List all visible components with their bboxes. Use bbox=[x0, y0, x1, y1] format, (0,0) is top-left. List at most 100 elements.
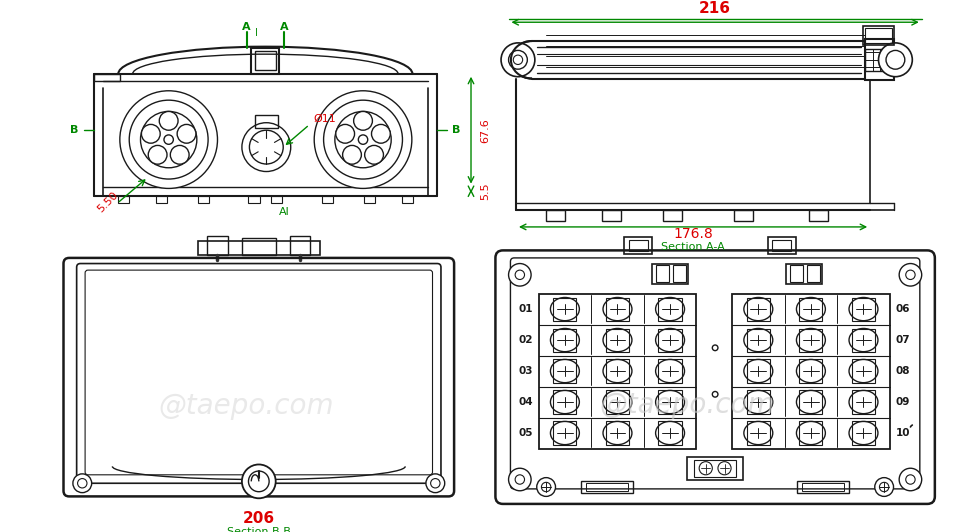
Bar bbox=[539, 294, 697, 448]
Circle shape bbox=[899, 263, 921, 286]
Circle shape bbox=[160, 111, 178, 130]
Circle shape bbox=[426, 474, 445, 493]
Bar bbox=[865, 48, 893, 71]
Circle shape bbox=[886, 51, 905, 69]
Circle shape bbox=[509, 51, 527, 69]
Text: @taepo.com: @taepo.com bbox=[599, 392, 775, 419]
Bar bbox=[786, 263, 822, 284]
Circle shape bbox=[336, 124, 354, 143]
Bar bbox=[746, 390, 770, 413]
Text: 06: 06 bbox=[895, 304, 910, 314]
Bar bbox=[659, 360, 682, 383]
Circle shape bbox=[164, 135, 173, 144]
Bar bbox=[852, 360, 875, 383]
Circle shape bbox=[906, 270, 916, 279]
Bar bbox=[93, 74, 120, 81]
Text: Section A-A: Section A-A bbox=[662, 243, 725, 252]
Bar bbox=[673, 265, 686, 282]
Bar bbox=[118, 196, 129, 203]
Bar bbox=[587, 483, 628, 491]
Bar bbox=[271, 196, 282, 203]
Circle shape bbox=[880, 483, 889, 492]
Bar bbox=[656, 265, 669, 282]
Bar bbox=[746, 360, 770, 383]
Circle shape bbox=[537, 478, 556, 496]
Text: 02: 02 bbox=[519, 335, 533, 345]
Circle shape bbox=[353, 111, 373, 130]
Bar bbox=[156, 196, 166, 203]
Circle shape bbox=[431, 479, 440, 488]
Bar bbox=[659, 297, 682, 321]
Circle shape bbox=[148, 145, 167, 164]
Circle shape bbox=[249, 130, 283, 164]
Circle shape bbox=[324, 100, 403, 179]
Bar bbox=[852, 328, 875, 352]
Bar bbox=[606, 360, 630, 383]
Bar bbox=[659, 328, 682, 352]
Bar bbox=[606, 297, 630, 321]
Bar bbox=[732, 294, 889, 448]
Text: 01: 01 bbox=[519, 304, 533, 314]
Circle shape bbox=[358, 135, 368, 144]
Circle shape bbox=[120, 91, 218, 188]
Circle shape bbox=[141, 124, 161, 143]
Text: 176.8: 176.8 bbox=[673, 227, 713, 241]
Bar bbox=[606, 390, 630, 413]
Bar bbox=[797, 481, 849, 493]
Text: 03: 03 bbox=[519, 366, 533, 376]
Circle shape bbox=[242, 464, 275, 498]
Bar bbox=[554, 360, 576, 383]
Bar bbox=[251, 47, 279, 74]
Circle shape bbox=[372, 124, 390, 143]
Bar bbox=[546, 210, 565, 221]
Circle shape bbox=[129, 100, 208, 179]
Text: 07: 07 bbox=[895, 335, 910, 345]
Circle shape bbox=[170, 145, 189, 164]
Circle shape bbox=[73, 474, 91, 493]
Circle shape bbox=[342, 145, 361, 164]
Text: 216: 216 bbox=[700, 1, 731, 16]
Bar bbox=[248, 196, 260, 203]
Bar bbox=[581, 481, 633, 493]
Bar bbox=[290, 236, 310, 255]
Circle shape bbox=[78, 479, 87, 488]
Bar bbox=[746, 297, 770, 321]
Circle shape bbox=[514, 55, 523, 64]
Bar bbox=[852, 421, 875, 445]
Bar bbox=[664, 210, 682, 221]
Text: 5.50: 5.50 bbox=[95, 190, 120, 215]
Circle shape bbox=[248, 471, 270, 492]
Text: @taepo.com: @taepo.com bbox=[158, 392, 334, 420]
Text: B: B bbox=[452, 125, 460, 135]
Text: B: B bbox=[70, 125, 79, 135]
Bar bbox=[852, 390, 875, 413]
Circle shape bbox=[515, 475, 524, 484]
Circle shape bbox=[700, 462, 712, 475]
Circle shape bbox=[906, 475, 916, 484]
Bar bbox=[852, 297, 875, 321]
Circle shape bbox=[177, 124, 196, 143]
Bar bbox=[652, 263, 688, 284]
Circle shape bbox=[501, 43, 535, 77]
Bar bbox=[402, 196, 413, 203]
Bar bbox=[606, 421, 630, 445]
Text: I: I bbox=[256, 28, 259, 38]
Bar bbox=[554, 421, 576, 445]
Bar bbox=[800, 297, 822, 321]
Circle shape bbox=[509, 263, 531, 286]
Bar bbox=[734, 210, 753, 221]
Bar bbox=[808, 265, 820, 282]
Bar bbox=[800, 328, 822, 352]
Bar bbox=[364, 196, 376, 203]
Bar bbox=[800, 390, 822, 413]
Bar bbox=[554, 390, 576, 413]
Text: 08: 08 bbox=[895, 366, 910, 376]
Bar bbox=[322, 196, 333, 203]
Bar bbox=[687, 457, 743, 479]
Text: A: A bbox=[242, 22, 251, 32]
Bar bbox=[659, 421, 682, 445]
Text: 10: 10 bbox=[895, 428, 910, 438]
Text: 206: 206 bbox=[242, 511, 274, 526]
Text: 04: 04 bbox=[519, 397, 533, 407]
Bar bbox=[800, 360, 822, 383]
